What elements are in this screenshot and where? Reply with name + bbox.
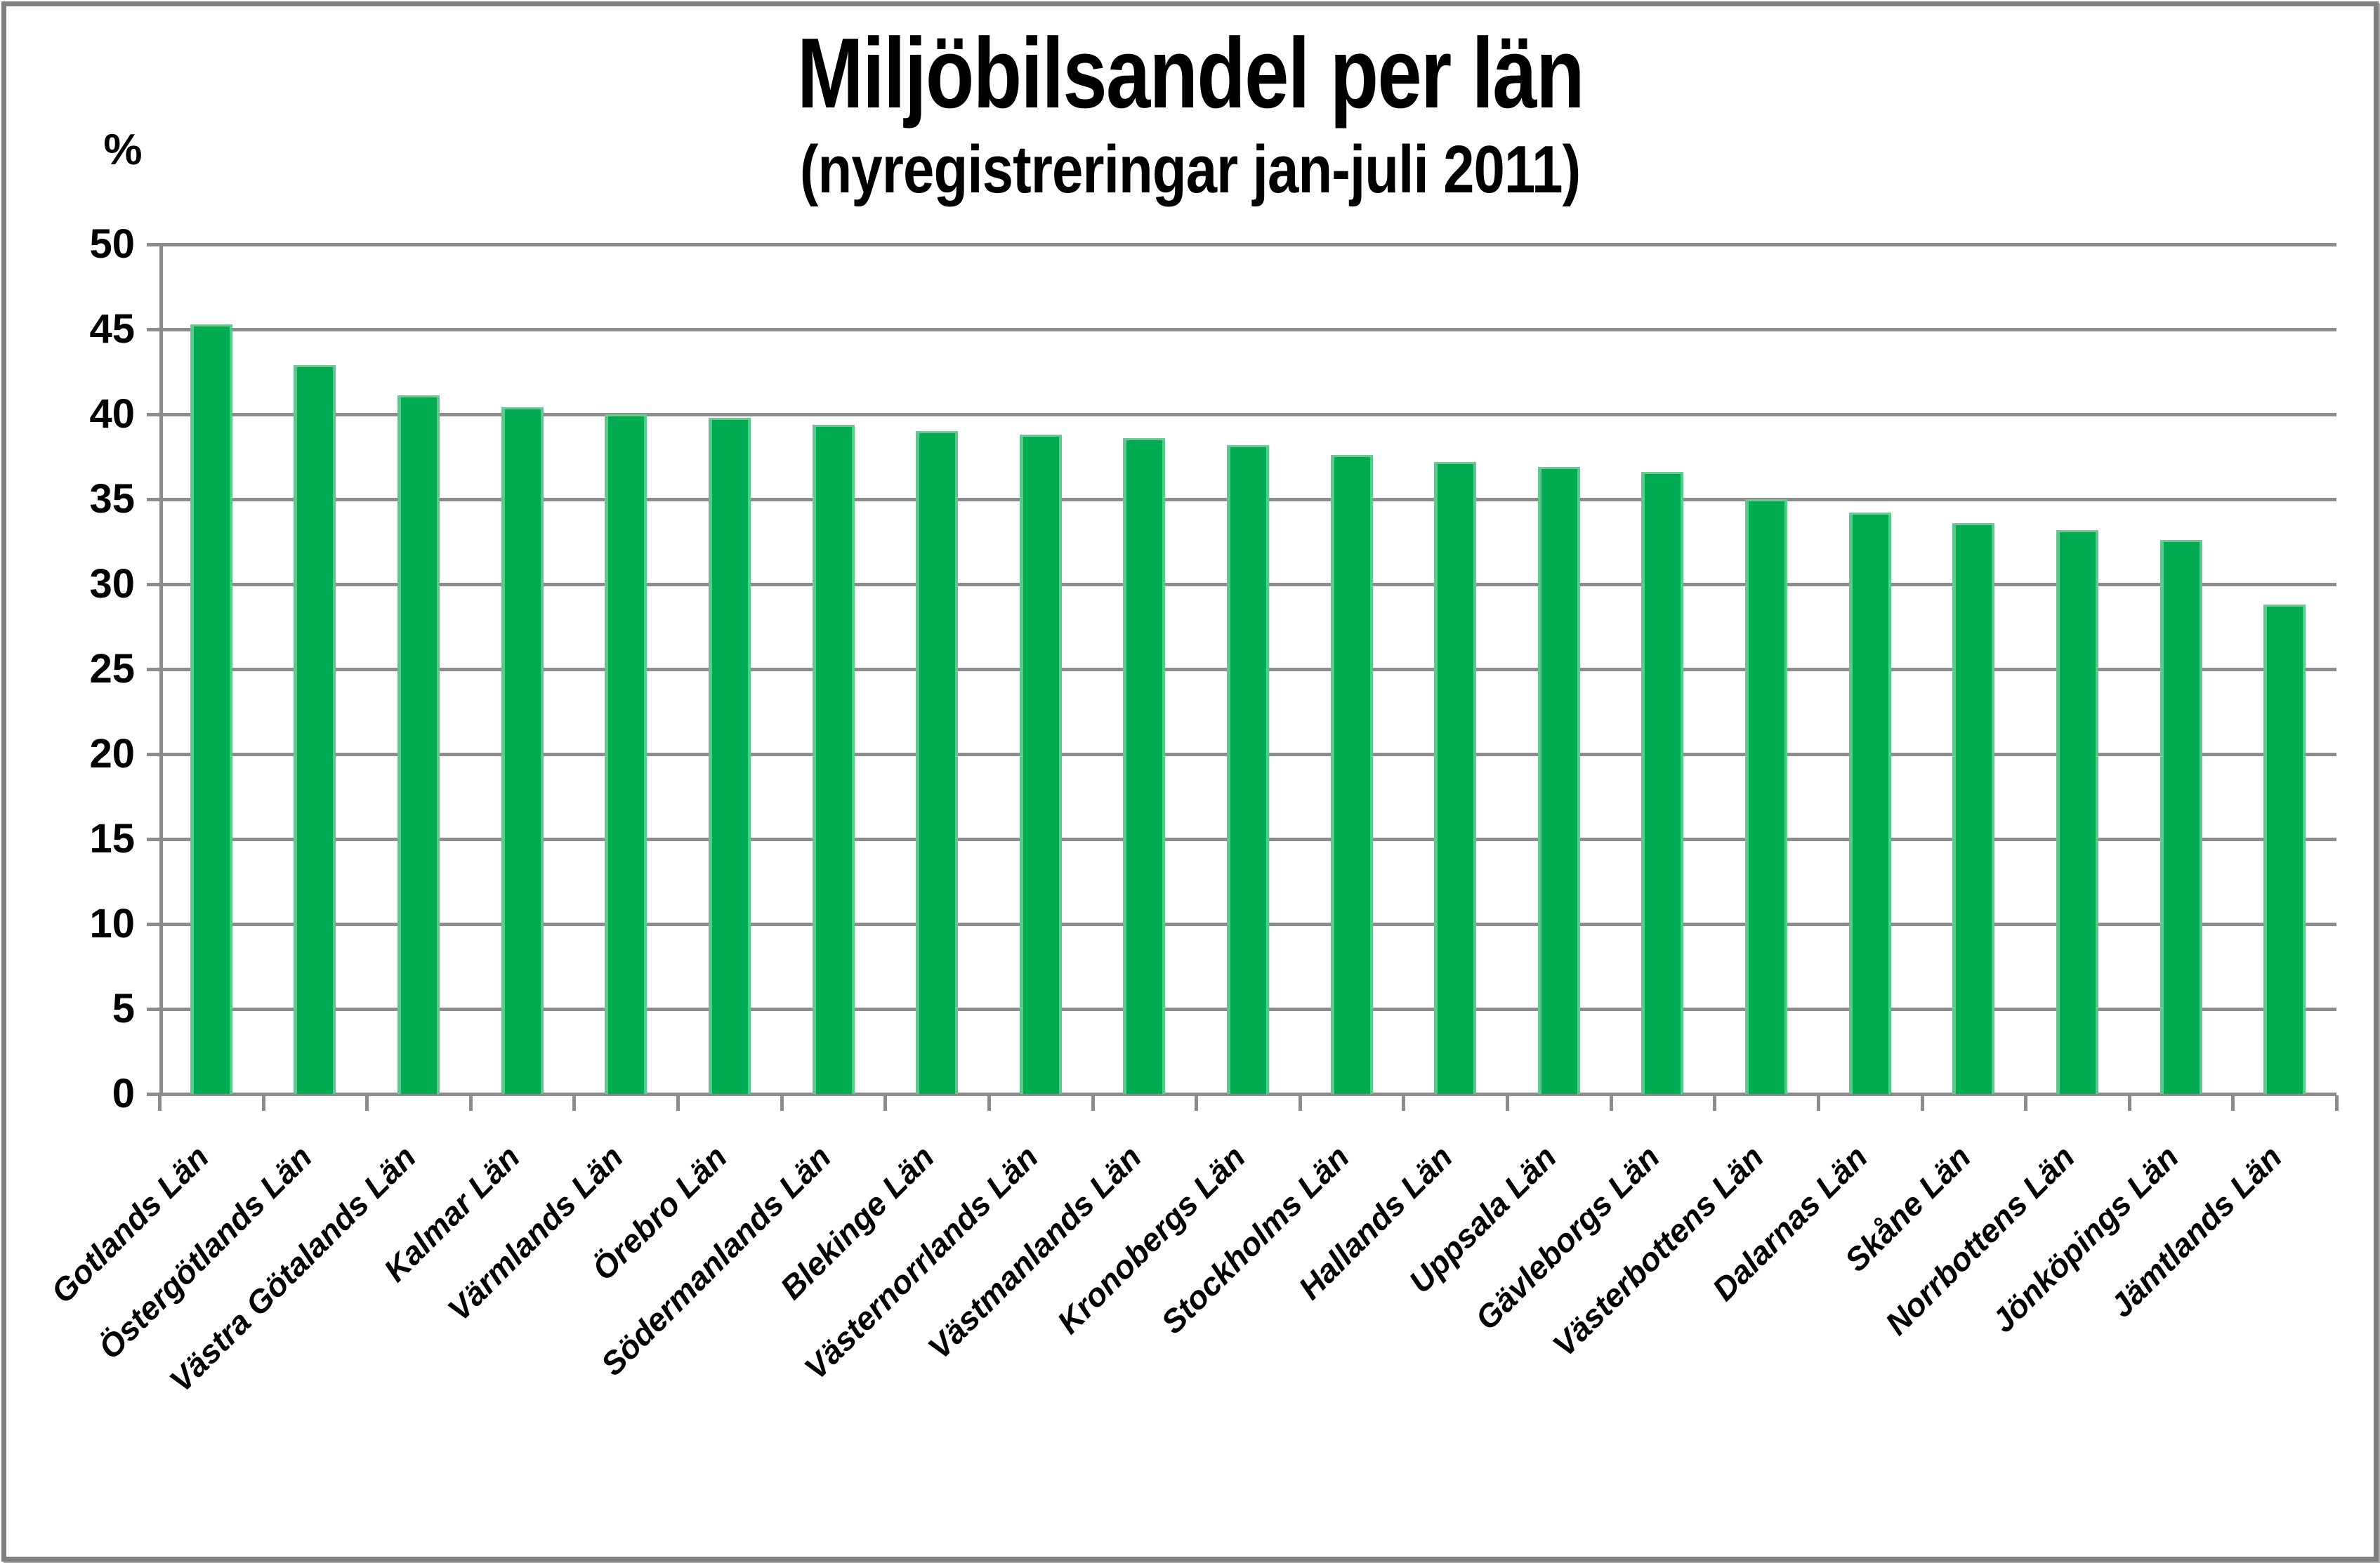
bar-Skåne Län (1952, 522, 1995, 1094)
x-axis-tick (2024, 1095, 2027, 1111)
x-axis-tick (262, 1095, 265, 1111)
y-axis-tick-label-5: 5 (112, 986, 135, 1031)
x-axis-tick (469, 1095, 473, 1111)
chart-title-row: Miljöbilsandel per län (0, 21, 2380, 126)
bar-Kalmar Län (501, 407, 544, 1094)
bar-Dalarnas Län (1848, 513, 1891, 1094)
y-axis-tick-label-30: 30 (89, 561, 135, 607)
bar-Blekinge Län (916, 431, 959, 1094)
y-axis-tick-label-45: 45 (89, 306, 135, 352)
chart-title: Miljöbilsandel per län (796, 18, 1585, 129)
bar-Örebro Län (708, 417, 751, 1094)
bar-Gotlands Län (190, 324, 232, 1094)
bar-Jämtlands Län (2263, 605, 2306, 1094)
gridline-40 (147, 413, 2336, 416)
bar-Kronobergs Län (1227, 444, 1269, 1094)
bar-Hallands Län (1434, 461, 1477, 1094)
y-axis-tick-label-10: 10 (89, 901, 135, 947)
x-axis-tick (365, 1095, 369, 1111)
bar-Västmanlands Län (1123, 437, 1166, 1094)
x-axis-tick (676, 1095, 680, 1111)
x-axis-tick (1091, 1095, 1095, 1111)
y-axis-unit-label: % (103, 126, 143, 174)
y-axis-tick-label-15: 15 (89, 816, 135, 862)
bar-Västerbottens Län (1745, 499, 1788, 1094)
bar-Gävleborgs Län (1641, 472, 1684, 1094)
y-axis-tick-label-0: 0 (112, 1071, 135, 1116)
x-axis-tick (1506, 1095, 1509, 1111)
bar-Västernorrlands Län (1019, 435, 1062, 1094)
y-axis-tick-label-25: 25 (89, 646, 135, 692)
bar-Östergötlands Län (294, 364, 336, 1094)
y-axis-tick-label-20: 20 (89, 731, 135, 777)
x-axis-tick (2128, 1095, 2131, 1111)
x-axis-tick (1610, 1095, 1613, 1111)
x-axis-tick (1299, 1095, 1302, 1111)
x-axis-tick (158, 1095, 162, 1111)
x-axis-tick (883, 1095, 887, 1111)
y-axis-tick-label-50: 50 (89, 221, 135, 267)
x-axis-tick (2231, 1095, 2235, 1111)
bar-Norrbottens Län (2056, 529, 2098, 1094)
x-axis-tick (1402, 1095, 1405, 1111)
bar-Stockholms Län (1330, 455, 1373, 1094)
bar-Värmlands Län (605, 414, 647, 1094)
x-axis-tick (1713, 1095, 1716, 1111)
y-axis-tick-label-40: 40 (89, 391, 135, 437)
gridline-0 (147, 1093, 2336, 1096)
x-axis-tick (1817, 1095, 1820, 1111)
bar-Södermanlands Län (812, 424, 855, 1094)
x-axis-tick (1195, 1095, 1198, 1111)
x-axis-tick (780, 1095, 784, 1111)
chart-subtitle-row: (nyregistreringar jan-juli 2011) (0, 132, 2380, 207)
gridline-45 (147, 328, 2336, 331)
bar-Jönköpings Län (2159, 540, 2202, 1094)
plot-area: 0 5 10 15 20 25 30 35 40 45 50 Gotlands Län Östergöt… (44, 223, 2339, 1399)
x-axis-tick (987, 1095, 991, 1111)
bar-Västra Götalands Län (397, 395, 440, 1094)
x-axis-tick (2335, 1095, 2339, 1111)
y-axis-tick-label-35: 35 (89, 476, 135, 522)
x-axis-tick (572, 1095, 576, 1111)
chart-subtitle: (nyregistreringar jan-juli 2011) (799, 132, 1581, 207)
bar-Uppsala Län (1537, 467, 1580, 1094)
gridline-50 (147, 243, 2336, 246)
x-axis-tick (1921, 1095, 1924, 1111)
